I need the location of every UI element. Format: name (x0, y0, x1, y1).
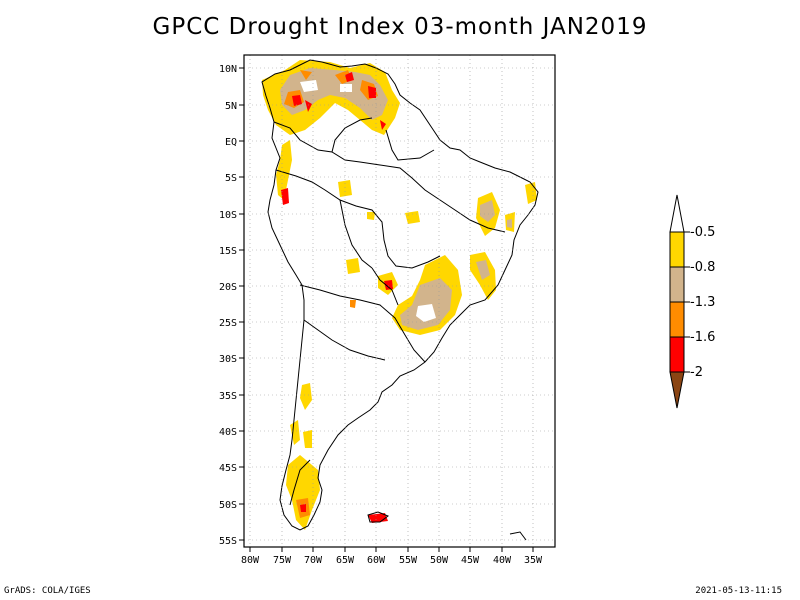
south-georgia-outline (509, 531, 527, 541)
footer-timestamp: 2021-05-13-11:15 (695, 586, 782, 596)
drought-area-falklands (368, 513, 388, 523)
lat-label-eq: EQ (225, 137, 237, 148)
lat-label-45s: 45S (219, 463, 237, 474)
lat-label-20s: 20S (219, 282, 237, 293)
colorbar-cap-top (669, 194, 685, 233)
lon-label-55w: 55W (399, 555, 418, 566)
lat-label-25s: 25S (219, 318, 237, 329)
drought-area-patagonia-red (300, 504, 306, 512)
map-frame (243, 54, 556, 548)
drought-area-ecuador-red (281, 188, 289, 205)
south-america-outline (261, 59, 539, 531)
lat-label-35s: 35S (219, 391, 237, 402)
colorbar-label-2: -1.3 (690, 295, 715, 310)
footer-credit: GrADS: COLA/IGES (4, 586, 91, 596)
drought-area-minas-tan (476, 260, 490, 280)
lat-label-40s: 40S (219, 427, 237, 438)
drought-area-northeast-tan (480, 200, 495, 222)
longitude-labels: 80W 75W 70W 65W 60W 55W 50W 45W 40W 35W (241, 555, 543, 566)
border-line-9 (289, 459, 311, 506)
drought-gap-southeast (416, 304, 436, 322)
lat-label-10s: 10S (219, 210, 237, 221)
colorbar-swatch-tan (669, 266, 685, 303)
lon-label-35w: 35W (524, 555, 543, 566)
drought-shading (262, 60, 537, 530)
lon-label-80w: 80W (241, 555, 260, 566)
drought-area-ecuador (276, 140, 292, 200)
colorbar: -0.5 -0.8 -1.3 -1.6 -2 (669, 194, 715, 409)
border-line-5 (331, 117, 373, 153)
coastline (261, 59, 539, 541)
colorbar-label-0: -0.5 (690, 225, 715, 240)
map-title: GPCC Drought Index 03-month JAN2019 (152, 14, 648, 40)
lon-label-40w: 40W (493, 555, 512, 566)
lon-label-70w: 70W (304, 555, 323, 566)
colorbar-label-1: -0.8 (690, 260, 715, 275)
border-line-7 (339, 199, 373, 269)
drought-area-chile-south (290, 420, 300, 445)
latitude-labels: 10N 5N EQ 5S 10S 15S 20S 25S 30S 35S 40S… (219, 64, 237, 547)
colorbar-swatch-orange (669, 301, 685, 338)
lat-label-30s: 30S (219, 354, 237, 365)
drought-area-chile-central (300, 383, 312, 410)
colorbar-cap-bottom (669, 371, 685, 409)
lat-label-5s: 5S (225, 173, 237, 184)
border-line-1 (273, 121, 506, 233)
drought-patch-amazon-2 (367, 212, 375, 220)
drought-patch-coast-e-tan (507, 219, 512, 228)
border-line-2 (275, 169, 441, 269)
lat-label-15s: 15S (219, 246, 237, 257)
border-line-4 (303, 319, 386, 361)
border-line-6 (385, 129, 435, 161)
drought-patch-paraguay (350, 300, 356, 308)
lat-label-10n: 10N (219, 64, 237, 75)
lon-label-50w: 50W (430, 555, 449, 566)
drought-patch-coast-ne (525, 182, 537, 204)
border-line-8 (371, 267, 399, 306)
drought-patch-bolivia (346, 258, 360, 274)
lat-label-55s: 55S (219, 536, 237, 547)
lat-label-5n: 5N (225, 101, 237, 112)
drought-patch-amazon-3 (405, 211, 420, 224)
tick-marks (239, 67, 534, 552)
colorbar-label-3: -1.6 (690, 330, 715, 345)
border-line-3 (299, 284, 426, 363)
drought-area-north-orange (284, 70, 378, 108)
colorbar-swatch-red (669, 336, 685, 373)
lat-label-50s: 50S (219, 500, 237, 511)
lon-label-45w: 45W (461, 555, 480, 566)
colorbar-label-4: -2 (690, 365, 703, 380)
drought-area-pantanal-red (384, 280, 393, 290)
lon-label-65w: 65W (336, 555, 355, 566)
drought-patch-amazon (338, 180, 352, 197)
lon-label-75w: 75W (273, 555, 292, 566)
falklands-outline (367, 511, 390, 523)
drought-area-patagonia (286, 455, 320, 530)
drought-patch-patagonia (303, 430, 312, 448)
lon-label-60w: 60W (367, 555, 386, 566)
colorbar-swatch-yellow (669, 231, 685, 268)
